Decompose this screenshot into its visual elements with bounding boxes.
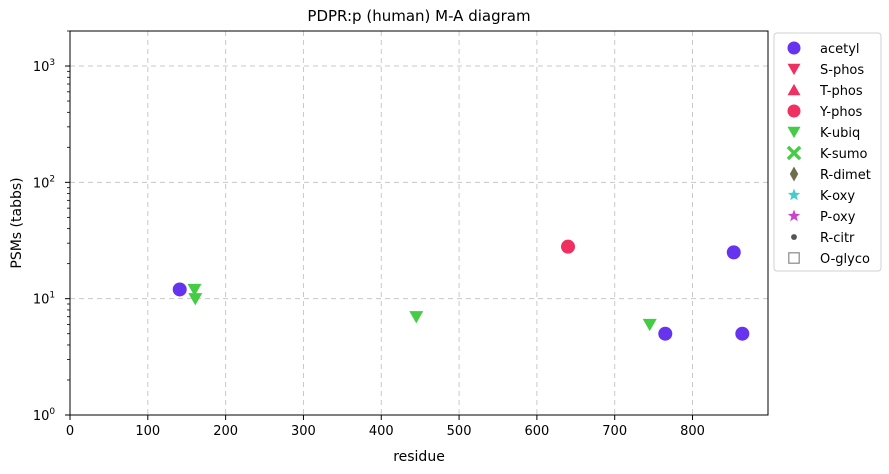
legend-label: T-phos	[819, 84, 863, 99]
legend-label: Y-phos	[819, 105, 863, 120]
legend-label: S-phos	[820, 63, 864, 78]
legend-label: R-citr	[820, 231, 855, 246]
x-tick-label: 800	[680, 424, 705, 439]
y-tick-label: 100	[33, 407, 56, 424]
y-tick-label: 102	[33, 174, 55, 191]
x-tick-label: 0	[66, 424, 74, 439]
legend-label: O-glyco	[820, 252, 870, 267]
legend-marker-t-phos	[787, 83, 801, 96]
legend: acetyl S-phos T-phos Y-phos K-ubiq K-sumo R-di…	[773, 32, 882, 272]
legend-label: acetyl	[820, 42, 860, 57]
y-axis-ticks: 100 101 102 103	[33, 30, 70, 424]
chart-title: PDPR:p (human) M-A diagram	[307, 7, 530, 25]
legend-label: P-oxy	[820, 210, 856, 225]
x-tick-label: 700	[602, 424, 627, 439]
data-points	[172, 239, 750, 341]
grid	[70, 31, 768, 415]
plot-frame	[69, 30, 769, 416]
y-tick-label: 103	[33, 58, 55, 75]
legend-label: K-oxy	[820, 189, 855, 204]
legend-label: R-dimet	[820, 168, 871, 183]
legend-marker-p-oxy	[787, 209, 801, 222]
legend-label: K-ubiq	[820, 126, 860, 141]
x-axis-ticks: 0 100 200 300 400 500 600 700 800	[66, 415, 705, 439]
data-point-k-ubiq	[188, 293, 203, 306]
x-tick-label: 100	[135, 424, 160, 439]
data-point-acetyl	[726, 245, 741, 260]
data-point-k-ubiq	[409, 311, 424, 324]
x-tick-label: 400	[369, 424, 394, 439]
legend-marker-acetyl	[787, 41, 801, 55]
x-tick-label: 300	[291, 424, 316, 439]
x-tick-label: 500	[447, 424, 472, 439]
data-point-k-ubiq	[187, 283, 202, 297]
legend-marker-k-sumo	[786, 145, 802, 161]
legend-marker-o-glyco	[788, 252, 800, 264]
y-tick-label: 101	[33, 291, 55, 308]
legend-marker-r-dimet	[789, 166, 799, 182]
data-point-acetyl	[172, 282, 187, 297]
data-point-acetyl	[735, 326, 750, 341]
data-point-acetyl	[658, 326, 673, 341]
data-point-k-ubiq	[642, 318, 657, 332]
data-point-y-phos	[561, 239, 576, 254]
legend-label: K-sumo	[820, 147, 868, 162]
legend-marker-k-oxy	[787, 188, 801, 201]
legend-marker-r-citr	[791, 234, 797, 240]
x-tick-label: 200	[213, 424, 238, 439]
y-axis-label: PSMs (tabbs)	[9, 177, 25, 268]
legend-marker-y-phos	[787, 104, 801, 118]
x-tick-label: 600	[524, 424, 549, 439]
legend-box	[773, 32, 882, 272]
legend-marker-k-ubiq	[787, 126, 801, 139]
x-axis-label: residue	[393, 449, 445, 465]
legend-marker-s-phos	[787, 63, 801, 76]
